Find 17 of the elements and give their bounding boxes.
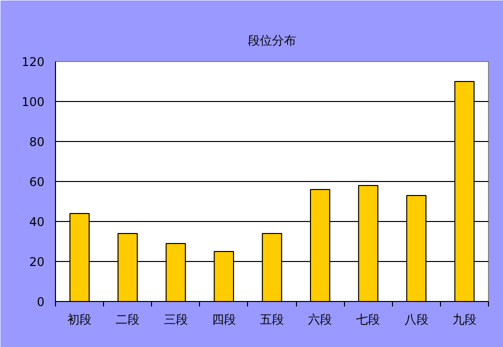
y-tick-label: 120 — [22, 55, 44, 69]
x-tick-label: 初段 — [68, 312, 92, 326]
chart-title: 段位分布 — [248, 34, 296, 48]
y-tick-label: 60 — [29, 175, 45, 189]
x-tick-label: 六段 — [308, 312, 332, 326]
y-tick-label: 80 — [29, 135, 45, 149]
y-tick-label: 100 — [22, 95, 44, 109]
x-tick-label: 七段 — [356, 312, 380, 326]
x-tick-label: 三段 — [164, 312, 188, 326]
x-tick-label: 四段 — [212, 312, 236, 326]
y-tick-label: 40 — [29, 215, 45, 229]
y-tick-label: 0 — [36, 295, 45, 309]
x-tick-label: 二段 — [116, 312, 140, 326]
x-tick-label: 八段 — [404, 312, 428, 326]
y-tick-label: 20 — [29, 255, 45, 269]
x-tick-label: 五段 — [260, 312, 284, 326]
x-tick-label: 九段 — [452, 312, 476, 326]
